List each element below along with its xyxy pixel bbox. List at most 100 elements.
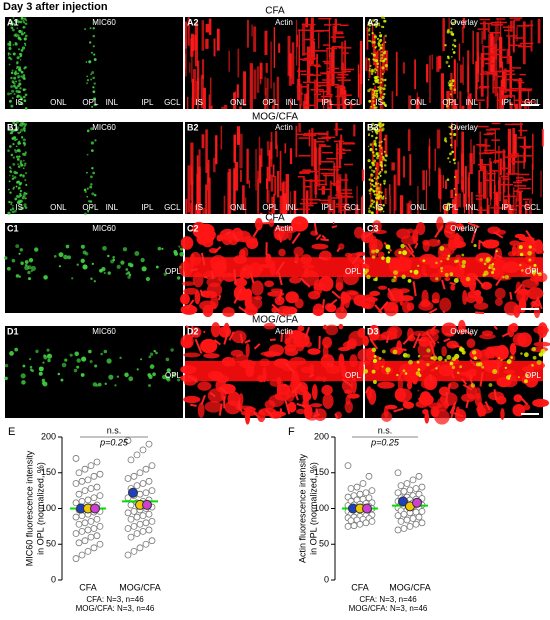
mic60-signal	[403, 354, 406, 357]
data-point	[130, 507, 138, 515]
p-value: p=0.25	[99, 437, 129, 447]
actin-process	[453, 412, 464, 418]
mic60-signal	[375, 26, 378, 28]
actin-blob	[357, 258, 365, 264]
actin-fiber	[315, 140, 325, 143]
mic60-signal	[446, 99, 449, 102]
data-point	[145, 477, 153, 485]
actin-fiber	[459, 64, 463, 83]
mic60-signal	[448, 126, 451, 128]
mic60-signal	[10, 154, 14, 157]
mic60-signal	[149, 352, 154, 356]
mic60-signal	[491, 270, 495, 274]
mic60-signal	[384, 154, 388, 158]
actin-fiber	[478, 145, 491, 147]
actin-process	[213, 246, 222, 254]
actin-process	[428, 340, 436, 357]
actin-blob	[321, 376, 327, 382]
mic60-signal	[13, 209, 17, 213]
mic60-signal	[461, 264, 466, 269]
actin-blob	[422, 239, 430, 246]
actin-fiber	[283, 193, 287, 214]
actin-fiber	[496, 70, 510, 73]
sample-note: CFA: N=3, n=46	[86, 595, 144, 604]
data-point	[394, 469, 402, 477]
mic60-signal	[382, 210, 385, 213]
actin-fiber	[282, 181, 286, 201]
data-point	[148, 487, 156, 495]
y-axis-label: in OPL (normalized, %)	[35, 462, 45, 555]
actin-fiber	[408, 200, 412, 214]
mic60-signal	[435, 277, 439, 281]
mic60-signal	[107, 254, 110, 258]
actin-process	[470, 228, 477, 244]
mic60-signal	[86, 79, 90, 82]
actin-process	[336, 247, 341, 253]
mic60-signal	[13, 76, 17, 80]
mic60-signal	[23, 164, 26, 167]
actin-fiber	[456, 122, 458, 147]
mic60-signal	[17, 141, 21, 145]
data-point	[148, 517, 156, 525]
actin-fiber	[266, 141, 270, 156]
actin-process	[199, 289, 204, 297]
actin-fiber	[201, 134, 205, 149]
actin-fiber	[239, 106, 242, 109]
mic60-signal	[368, 209, 372, 214]
actin-fiber	[514, 103, 518, 109]
actin-blob	[338, 353, 345, 368]
actin-fiber	[513, 181, 523, 184]
actin-blob	[210, 373, 225, 381]
actin-fiber	[513, 99, 523, 102]
mic60-signal	[14, 197, 18, 201]
actin-blob	[428, 257, 442, 269]
mic60-signal	[157, 246, 162, 251]
actin-blob	[428, 402, 443, 409]
actin-fiber	[522, 198, 530, 201]
actin-fiber	[322, 151, 334, 154]
mic60-signal	[86, 187, 89, 190]
mic60-signal	[22, 364, 26, 368]
actin-fiber	[414, 59, 416, 90]
actin-fiber	[310, 17, 314, 65]
mic60-signal	[371, 255, 376, 259]
mic60-signal	[170, 348, 174, 352]
mic60-signal	[7, 92, 11, 96]
actin-fiber	[233, 168, 236, 212]
mic60-signal	[34, 247, 39, 252]
mic60-signal	[449, 361, 454, 366]
data-point	[412, 485, 420, 492]
actin-fiber	[191, 97, 194, 109]
mic60-signal	[485, 258, 491, 263]
mic60-signal	[179, 247, 184, 251]
mic60-signal	[6, 266, 11, 271]
actin-fiber	[475, 198, 483, 200]
data-point	[359, 480, 367, 487]
mic60-signal	[21, 121, 24, 125]
mic60-signal	[23, 144, 26, 147]
panel-id: B2	[187, 122, 199, 132]
actin-fiber	[461, 27, 464, 44]
mic60-signal	[92, 45, 95, 48]
mic60-signal	[61, 362, 67, 368]
actin-fiber	[518, 77, 522, 109]
actin-fiber	[476, 32, 479, 74]
actin-blob	[249, 262, 262, 278]
mic60-signal	[128, 376, 134, 382]
layer-label: OPL	[525, 371, 542, 380]
mic60-signal	[87, 200, 91, 203]
mic60-signal	[89, 27, 92, 30]
mic60-signal	[88, 41, 92, 44]
mic60-signal	[11, 26, 14, 29]
actin-fiber	[489, 151, 502, 154]
mic60-signal	[11, 89, 15, 93]
mic60-signal	[23, 37, 27, 41]
actin-fiber	[402, 62, 406, 74]
data-point	[397, 517, 405, 525]
actin-fiber	[516, 108, 518, 109]
mic60-signal	[10, 23, 12, 26]
actin-fiber	[279, 150, 282, 192]
actin-fiber	[322, 174, 335, 177]
actin-fiber	[476, 144, 487, 146]
y-tick-label: 150	[314, 467, 329, 477]
